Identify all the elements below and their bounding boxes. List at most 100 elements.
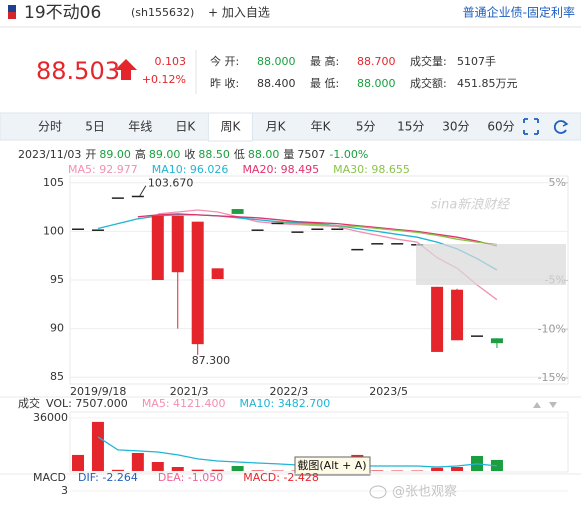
- candle-body: [91, 229, 104, 231]
- ma-line: [97, 214, 498, 271]
- info-value: 7507: [297, 148, 325, 161]
- volume-bar: [251, 470, 264, 471]
- y-tick-label: 90: [50, 322, 64, 335]
- fullscreen-icon[interactable]: [523, 118, 539, 135]
- stat-label: 最 低:: [310, 77, 339, 90]
- info-value: 88.50: [198, 148, 230, 161]
- tab-bar: [0, 112, 581, 141]
- candle-body: [391, 243, 404, 245]
- ma-line: [277, 222, 497, 246]
- stat-label: 成交量:: [410, 54, 447, 68]
- stat-value: 88.700: [357, 55, 396, 68]
- y2-tick-label: -10%: [538, 322, 566, 335]
- volume-legend: 成交: [18, 396, 40, 410]
- candle-body: [111, 197, 124, 199]
- candle-body: [471, 335, 483, 337]
- active-tab[interactable]: [207, 112, 253, 142]
- y-tick-label: 3: [61, 484, 68, 497]
- legend-entry: MA10: 3482.700: [240, 397, 331, 410]
- tab[interactable]: 30分: [442, 120, 469, 134]
- watermark: sina新浪财经: [431, 197, 512, 213]
- tooltip: 截图(Alt + A): [297, 458, 366, 472]
- tooltip-box: [294, 456, 371, 476]
- volume-bar: [451, 467, 464, 471]
- tab[interactable]: 分时: [38, 120, 62, 134]
- x-tick-label: 2021/3: [170, 385, 209, 398]
- stat-value: 451.85万元: [457, 77, 518, 90]
- candle-body: [311, 228, 324, 230]
- x-tick-label: 2022/3: [270, 385, 309, 398]
- y2-tick-label: 5%: [549, 176, 566, 189]
- legend-entry: MA10: 96.026: [152, 163, 229, 176]
- add-watchlist[interactable]: + 加入自选: [208, 6, 270, 20]
- volume-bar: [490, 459, 503, 471]
- tab[interactable]: 年K: [311, 120, 332, 134]
- x-tick-label: 2023/5: [369, 385, 408, 398]
- tab[interactable]: 60分: [487, 120, 514, 134]
- x-tick-label: 2019/9/18: [70, 385, 126, 398]
- y-tick-label: 105: [43, 176, 64, 189]
- volume-legend: VOL: 7507.000: [46, 397, 128, 410]
- stock-code: (sh155632): [131, 6, 194, 19]
- candle-body: [191, 221, 204, 345]
- stat-label: 今 开:: [210, 54, 239, 68]
- tab[interactable]: 15分: [397, 120, 424, 134]
- candle-body: [72, 228, 84, 230]
- legend-entry: MA20: 98.495: [242, 163, 319, 176]
- info-label: 量: [283, 148, 294, 161]
- price-chart: 2023/11/03 开 89.00 高 89.00 收 88.50 低 88.00 量 7507-…: [18, 147, 568, 398]
- volume-bar: [131, 453, 144, 471]
- bond-category[interactable]: 普通企业债-固定利率: [463, 5, 575, 20]
- y-tick-label: 85: [50, 370, 64, 383]
- candle-body: [231, 209, 244, 214]
- tab[interactable]: 周K: [220, 120, 241, 134]
- volume-bar: [371, 470, 384, 471]
- candle-body: [451, 289, 464, 341]
- legend-entry: MA30: 98.655: [333, 163, 410, 176]
- info-value: 89.00: [149, 148, 181, 161]
- scroll-arrows[interactable]: [533, 402, 557, 408]
- volume-bar: [231, 465, 244, 471]
- y-tick-label: 95: [50, 273, 64, 286]
- volume-bar: [211, 469, 224, 471]
- macd-chart: MACD DIF: -2.264 DEA: -1.050 MACD: -2.428 3: [0, 471, 581, 497]
- volume-bar: [72, 454, 84, 471]
- legend-entry: MA5: 92.977: [68, 163, 138, 176]
- tab[interactable]: 5日: [85, 120, 105, 134]
- volume-bar: [151, 462, 164, 471]
- stat-label: 最 高:: [310, 54, 339, 68]
- candle-body: [371, 243, 384, 245]
- change: 0.103: [155, 55, 187, 68]
- stat-label: 昨 收:: [210, 76, 239, 90]
- stat-label: 成交额:: [410, 76, 447, 90]
- y-tick-label: 100: [43, 224, 64, 237]
- info-label: 开: [85, 148, 96, 161]
- stat-value: 5107手: [457, 54, 496, 68]
- tab[interactable]: 日K: [175, 120, 196, 134]
- range-overlay: [416, 244, 566, 285]
- info-label: 收: [184, 147, 195, 161]
- info-value: 89.00: [99, 148, 131, 161]
- refresh-icon-head[interactable]: [562, 120, 569, 127]
- ma-line: [137, 213, 498, 247]
- candle-body: [131, 195, 144, 198]
- stock-name: 19不动06: [24, 3, 101, 23]
- tab[interactable]: 5分: [356, 120, 376, 134]
- stat-value: 88.000: [257, 55, 296, 68]
- change-pct: +0.12%: [142, 73, 186, 86]
- legend-entry: DEA: -1.050: [158, 471, 223, 484]
- up-arrow: [115, 59, 137, 80]
- volume-bar: [91, 421, 104, 471]
- candle-body: [431, 286, 444, 352]
- watermark-author: @张也观察: [392, 485, 457, 500]
- candle-body: [331, 228, 344, 230]
- info-date: 2023/11/03: [18, 148, 81, 161]
- volume-bar: [431, 467, 444, 471]
- candle-body: [490, 338, 503, 344]
- candle-body: [171, 215, 184, 273]
- tab[interactable]: 月K: [266, 120, 287, 134]
- tab[interactable]: 年线: [128, 120, 152, 134]
- price: 88.503: [36, 57, 120, 85]
